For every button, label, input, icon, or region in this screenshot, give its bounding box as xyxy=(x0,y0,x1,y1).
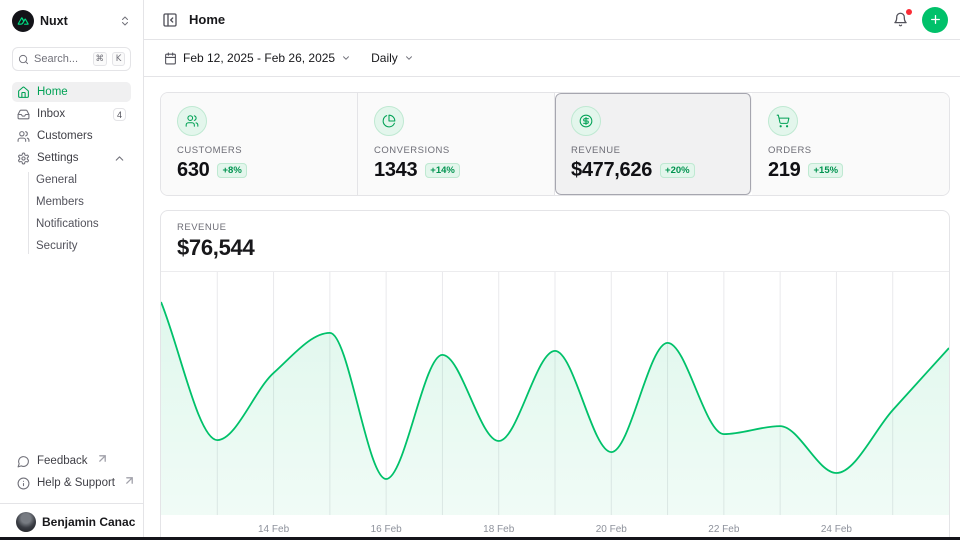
collapse-sidebar-button[interactable] xyxy=(160,10,180,30)
x-axis-tick-label: 14 Feb xyxy=(258,524,290,535)
sidebar-item-feedback[interactable]: Feedback xyxy=(12,451,131,471)
nuxt-logo xyxy=(12,10,34,32)
plus-icon xyxy=(929,13,942,26)
sidebar: Nuxt ⌘ K Home Inbox 4 Customers xyxy=(0,0,144,540)
sidebar-item-inbox[interactable]: Inbox 4 xyxy=(12,104,131,124)
chart-title: REVENUE xyxy=(177,222,933,233)
panel-left-close-icon xyxy=(162,12,178,28)
calendar-icon xyxy=(164,52,177,65)
avatar xyxy=(16,512,36,532)
sub-item-label: Notifications xyxy=(36,218,99,230)
sub-item-label: General xyxy=(36,174,77,186)
chevron-up-icon xyxy=(113,152,126,165)
sidebar-item-members[interactable]: Members xyxy=(36,192,131,212)
sidebar-item-label: Help & Support xyxy=(37,477,115,489)
stat-value: $477,626 xyxy=(571,159,652,182)
sidebar-item-label: Settings xyxy=(37,152,79,164)
app-window: Nuxt ⌘ K Home Inbox 4 Customers xyxy=(0,0,960,540)
stat-delta-badge: +14% xyxy=(425,163,460,178)
stat-value: 1343 xyxy=(374,159,417,182)
sidebar-item-label: Feedback xyxy=(37,455,88,467)
stat-label: REVENUE xyxy=(571,145,735,156)
date-range-label: Feb 12, 2025 - Feb 26, 2025 xyxy=(183,51,335,65)
sidebar-item-security[interactable]: Security xyxy=(36,236,131,256)
main-area: Home Feb 12, 2025 - Feb 26, 2025 Daily xyxy=(144,0,960,540)
stat-value: 630 xyxy=(177,159,209,182)
bell-icon xyxy=(893,12,908,27)
sidebar-item-label: Home xyxy=(37,86,68,98)
x-axis-tick-label: 24 Feb xyxy=(821,524,853,535)
chart-current-value: $76,544 xyxy=(177,235,933,261)
search-box: ⌘ K xyxy=(12,47,131,71)
stats-row: CUSTOMERS 630 +8% CONVERSIONS 1343 +14% xyxy=(160,92,950,196)
sidebar-item-label: Inbox xyxy=(37,108,65,120)
sidebar-item-home[interactable]: Home xyxy=(12,82,131,102)
revenue-chart-card: REVENUE $76,544 14 Feb 16 Feb 18 Feb 20 Feb… xyxy=(160,210,950,540)
chevron-down-icon xyxy=(341,53,351,63)
search-input[interactable] xyxy=(34,53,88,65)
notification-dot xyxy=(906,9,912,15)
topbar: Home xyxy=(144,0,960,40)
chevrons-up-down-icon xyxy=(119,15,131,27)
workspace-name: Nuxt xyxy=(40,14,68,28)
notifications-button[interactable] xyxy=(891,10,910,29)
sidebar-item-notifications[interactable]: Notifications xyxy=(36,214,131,234)
sidebar-item-label: Customers xyxy=(37,130,93,142)
pie-chart-icon xyxy=(374,106,404,136)
x-axis-tick-label: 22 Feb xyxy=(708,524,740,535)
granularity-select[interactable]: Daily xyxy=(367,47,418,69)
topbar-actions xyxy=(891,7,948,33)
add-button[interactable] xyxy=(922,7,948,33)
gear-icon xyxy=(17,152,30,165)
chart-header: REVENUE $76,544 xyxy=(161,211,949,272)
x-axis-tick-label: 18 Feb xyxy=(483,524,515,535)
stat-card-revenue[interactable]: REVENUE $477,626 +20% xyxy=(555,93,752,195)
user-name: Benjamin Canac xyxy=(42,515,135,529)
message-circle-icon xyxy=(17,455,30,468)
sub-item-label: Security xyxy=(36,240,78,252)
stat-value: 219 xyxy=(768,159,800,182)
external-link-icon xyxy=(123,474,136,487)
search-icon xyxy=(18,54,29,65)
sidebar-nav: Home Inbox 4 Customers Settings General … xyxy=(12,82,131,258)
kbd-meta: ⌘ xyxy=(93,52,108,66)
sidebar-spacer xyxy=(12,258,131,451)
users-icon xyxy=(177,106,207,136)
workspace-switcher[interactable]: Nuxt xyxy=(12,8,131,34)
sidebar-item-help-support[interactable]: Help & Support xyxy=(12,473,131,493)
stat-label: CUSTOMERS xyxy=(177,145,341,156)
sidebar-item-customers[interactable]: Customers xyxy=(12,126,131,146)
home-icon xyxy=(17,86,30,99)
dashboard-content: CUSTOMERS 630 +8% CONVERSIONS 1343 +14% xyxy=(144,77,960,540)
sidebar-item-settings[interactable]: Settings xyxy=(12,148,131,168)
settings-subnav: General Members Notifications Security xyxy=(12,170,131,256)
sidebar-item-general[interactable]: General xyxy=(36,170,131,190)
inbox-icon xyxy=(17,108,30,121)
kbd-k: K xyxy=(112,52,125,66)
stat-card-orders[interactable]: ORDERS 219 +15% xyxy=(752,93,949,195)
inbox-count-badge: 4 xyxy=(113,108,126,121)
x-axis-tick-label: 16 Feb xyxy=(371,524,403,535)
revenue-area-chart: 14 Feb 16 Feb 18 Feb 20 Feb 22 Feb 24 Feb xyxy=(161,272,949,540)
user-menu[interactable]: Benjamin Canac xyxy=(12,504,131,540)
page-title: Home xyxy=(189,12,225,27)
stat-delta-badge: +15% xyxy=(808,163,843,178)
stat-label: ORDERS xyxy=(768,145,933,156)
stat-label: CONVERSIONS xyxy=(374,145,538,156)
granularity-label: Daily xyxy=(371,51,398,65)
stat-delta-badge: +8% xyxy=(217,163,246,178)
external-link-icon xyxy=(96,452,109,465)
dollar-circle-icon xyxy=(571,106,601,136)
stat-delta-badge: +20% xyxy=(660,163,695,178)
info-icon xyxy=(17,477,30,490)
sub-item-label: Members xyxy=(36,196,84,208)
chevron-down-icon xyxy=(404,53,414,63)
stat-card-conversions[interactable]: CONVERSIONS 1343 +14% xyxy=(358,93,555,195)
shopping-cart-icon xyxy=(768,106,798,136)
users-icon xyxy=(17,130,30,143)
stat-card-customers[interactable]: CUSTOMERS 630 +8% xyxy=(161,93,358,195)
date-range-button[interactable]: Feb 12, 2025 - Feb 26, 2025 xyxy=(160,47,355,69)
x-axis-tick-label: 20 Feb xyxy=(596,524,628,535)
filters-toolbar: Feb 12, 2025 - Feb 26, 2025 Daily xyxy=(144,40,960,77)
